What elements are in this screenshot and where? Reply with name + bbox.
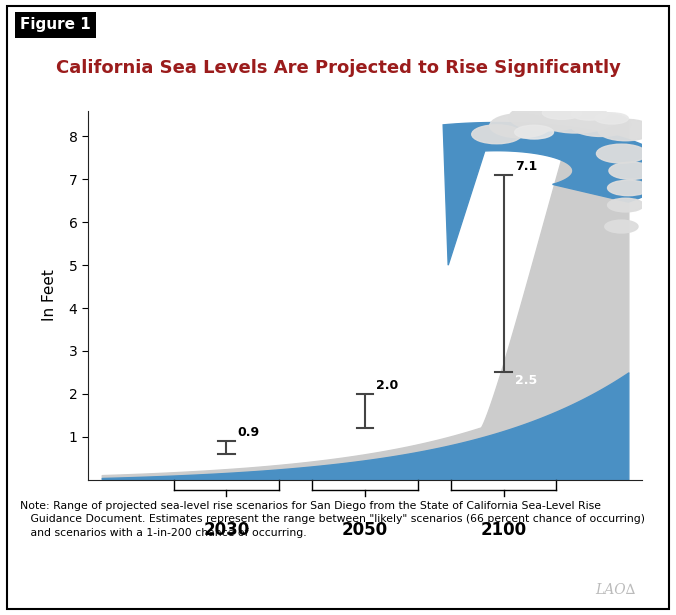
Text: LAO∆: LAO∆ <box>595 582 635 597</box>
Ellipse shape <box>571 108 608 120</box>
Text: 2.5: 2.5 <box>514 374 537 387</box>
Ellipse shape <box>608 198 644 212</box>
Text: 2030: 2030 <box>203 522 249 539</box>
Text: 0.6: 0.6 <box>237 456 260 469</box>
Ellipse shape <box>609 162 653 180</box>
Text: Figure 1: Figure 1 <box>20 17 91 32</box>
Ellipse shape <box>596 144 646 163</box>
Ellipse shape <box>514 125 554 139</box>
Text: 2100: 2100 <box>481 522 527 539</box>
Y-axis label: In Feet: In Feet <box>43 269 57 321</box>
Ellipse shape <box>598 119 653 141</box>
Ellipse shape <box>542 106 581 119</box>
Ellipse shape <box>509 103 587 131</box>
Ellipse shape <box>472 125 522 144</box>
Text: California Sea Levels Are Projected to Rise Significantly: California Sea Levels Are Projected to R… <box>55 59 621 77</box>
Text: 1.2: 1.2 <box>376 430 398 443</box>
Ellipse shape <box>489 114 551 138</box>
Polygon shape <box>443 122 670 265</box>
Text: 2.0: 2.0 <box>376 379 398 392</box>
Text: 2050: 2050 <box>342 522 388 539</box>
Text: 7.1: 7.1 <box>514 161 537 173</box>
Ellipse shape <box>539 107 612 133</box>
Ellipse shape <box>595 113 628 124</box>
Ellipse shape <box>608 180 649 196</box>
Ellipse shape <box>570 113 631 137</box>
Text: Note: Range of projected sea-level rise scenarios for San Diego from the State o: Note: Range of projected sea-level rise … <box>20 501 646 538</box>
Ellipse shape <box>605 220 638 233</box>
Text: 0.9: 0.9 <box>237 426 260 439</box>
